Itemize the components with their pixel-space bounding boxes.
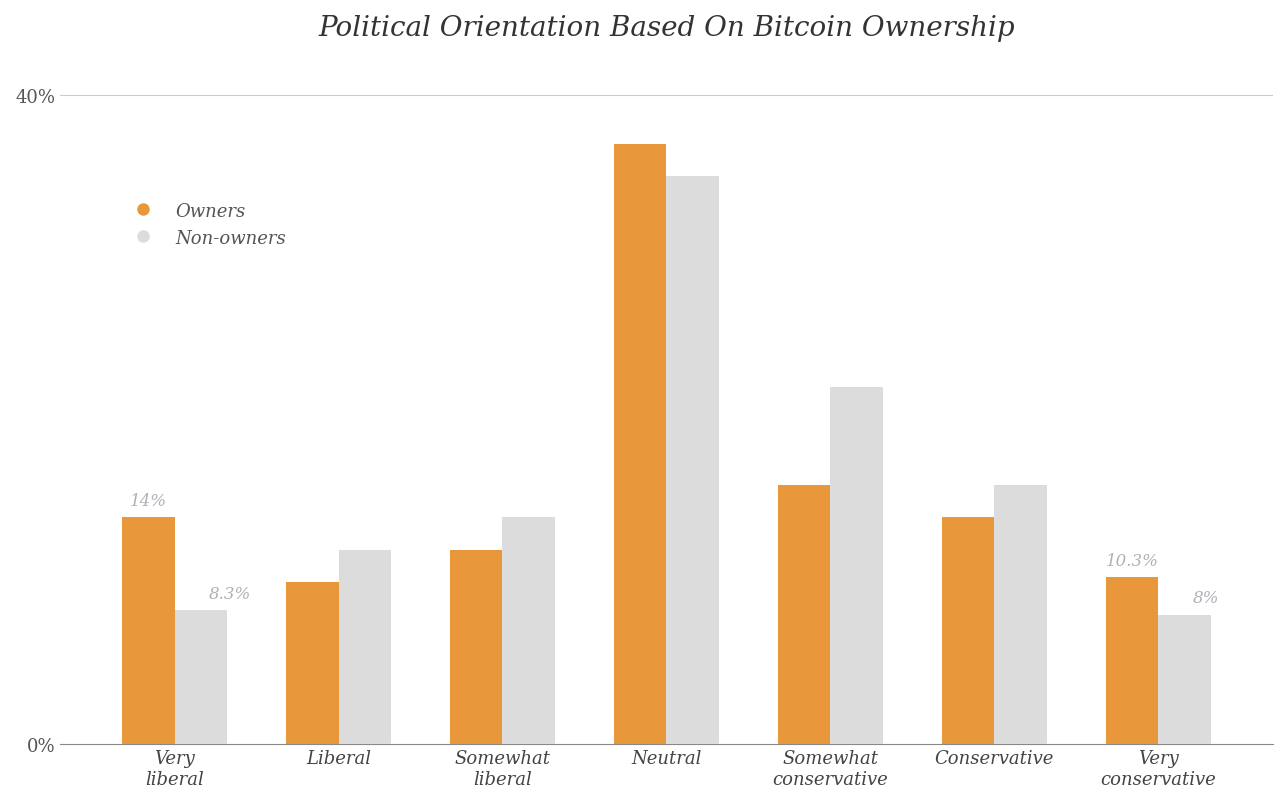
Bar [122,517,175,744]
Text: 8.3%: 8.3% [209,585,251,601]
Bar [450,550,502,744]
Bar [175,610,227,744]
Text: 14%: 14% [130,492,167,509]
Bar [286,582,339,744]
Bar [339,550,392,744]
Bar [1106,577,1158,744]
Text: 8%: 8% [1193,589,1218,606]
Legend: Owners, Non-owners: Owners, Non-owners [117,195,294,255]
Bar [502,517,555,744]
Title: Political Orientation Based On Bitcoin Ownership: Political Orientation Based On Bitcoin O… [318,15,1015,42]
Bar [778,485,831,744]
Bar [942,517,994,744]
Bar [666,177,719,744]
Bar [1158,615,1211,744]
Bar [614,145,666,744]
Text: 10.3%: 10.3% [1105,552,1158,569]
Bar [831,388,882,744]
Bar [994,485,1047,744]
